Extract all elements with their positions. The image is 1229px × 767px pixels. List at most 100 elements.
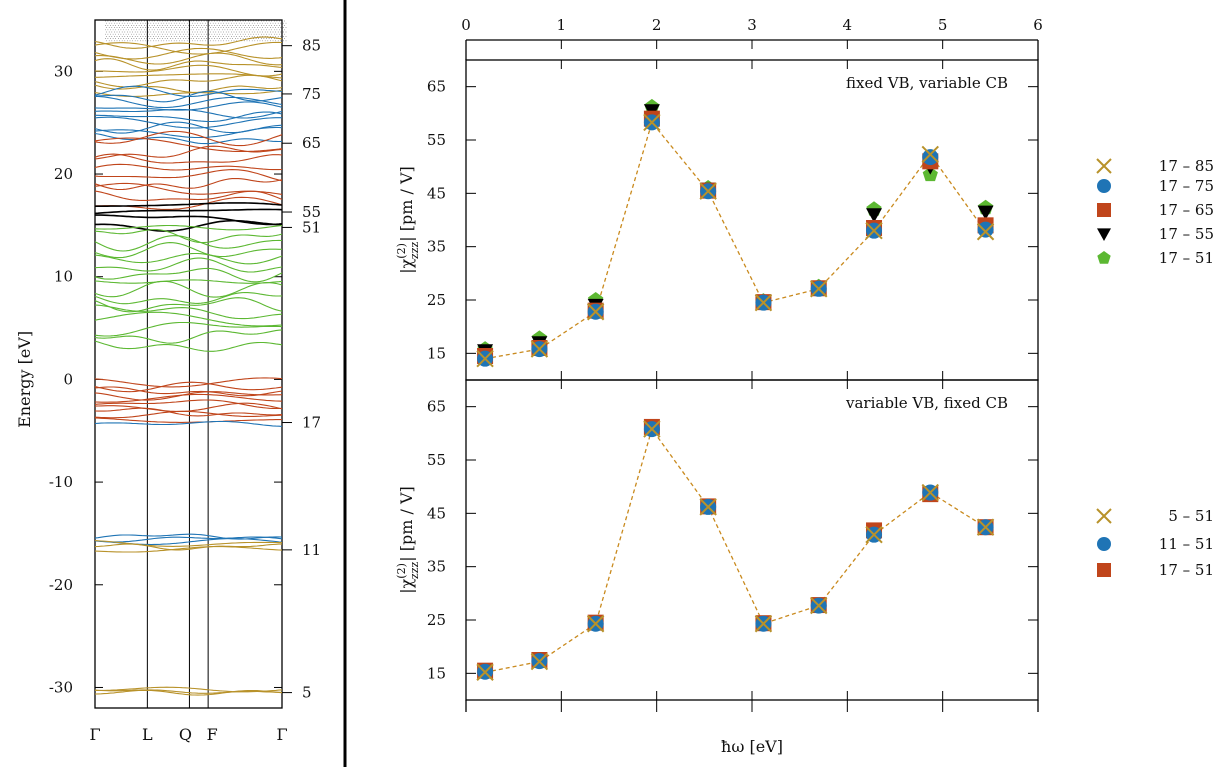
band-line bbox=[94, 190, 283, 201]
data-point bbox=[530, 652, 549, 671]
data-point bbox=[976, 518, 995, 536]
plot-frame bbox=[465, 59, 1039, 381]
x-tick-label-top: 4 bbox=[843, 16, 853, 34]
legend-marker bbox=[1097, 228, 1111, 241]
band-line bbox=[94, 536, 283, 543]
data-point bbox=[699, 498, 717, 516]
kpoint-label: Γ bbox=[89, 725, 100, 744]
band-line bbox=[94, 279, 283, 284]
band-line bbox=[94, 252, 283, 265]
band-line bbox=[94, 58, 283, 71]
legend-marker bbox=[1097, 563, 1111, 577]
data-point bbox=[866, 208, 883, 223]
panel-annotation: fixed VB, variable CB bbox=[846, 74, 1008, 92]
kpoint-label: F bbox=[207, 725, 218, 744]
band-line bbox=[94, 391, 283, 401]
y-tick-label: 55 bbox=[427, 451, 446, 469]
y-tick-label: -10 bbox=[49, 473, 73, 491]
band-line bbox=[94, 242, 282, 259]
top-scatter-panel: 15 25 35 45 55 65 |χ(2)zzz| [pm / V] fixed VB, … bbox=[395, 59, 1039, 381]
legend-marker bbox=[1096, 158, 1112, 174]
data-point bbox=[921, 483, 939, 502]
band-index-label: 75 bbox=[302, 85, 321, 103]
band-line bbox=[94, 235, 283, 252]
y-tick-label: 45 bbox=[427, 504, 446, 522]
y-tick-label: 15 bbox=[427, 344, 446, 362]
y-tick-label: 35 bbox=[427, 238, 446, 256]
band-line bbox=[94, 540, 282, 547]
band-line bbox=[94, 304, 283, 320]
band-line bbox=[95, 219, 283, 232]
band-line bbox=[94, 407, 283, 417]
band-index-label: 5 bbox=[302, 684, 312, 702]
band-line bbox=[94, 41, 283, 55]
band-line bbox=[94, 377, 283, 388]
legend-marker bbox=[1097, 179, 1111, 193]
y-tick-label: 15 bbox=[427, 664, 446, 682]
shared-axes: 0 1 2 3 4 5 6 ħω [eV] bbox=[461, 16, 1043, 756]
legend-label: 17 – 51 bbox=[1159, 249, 1214, 267]
y-tick-label: 65 bbox=[427, 398, 446, 416]
band-line bbox=[95, 214, 283, 226]
data-point bbox=[865, 221, 883, 240]
band-line bbox=[95, 111, 283, 123]
legend-label: 11 – 51 bbox=[1159, 535, 1214, 553]
data-point bbox=[586, 615, 605, 633]
band-line bbox=[94, 546, 283, 553]
band-line bbox=[94, 393, 283, 403]
band-index-label: 17 bbox=[302, 414, 321, 432]
x-tick-label-top: 1 bbox=[557, 16, 567, 34]
y-tick-label: 10 bbox=[54, 268, 73, 286]
band-line bbox=[94, 84, 283, 93]
band-index-label: 65 bbox=[302, 134, 321, 152]
legend-marker bbox=[1096, 508, 1112, 524]
y-tick-label: 0 bbox=[63, 370, 73, 388]
legend-label: 5 – 51 bbox=[1168, 507, 1214, 525]
data-point bbox=[810, 280, 828, 298]
band-line bbox=[95, 686, 283, 693]
band-line bbox=[94, 36, 283, 49]
band-line bbox=[94, 410, 283, 419]
band-line bbox=[94, 321, 283, 337]
y-axis-title: |χ(2)zzz| [pm / V] bbox=[395, 486, 421, 594]
y-tick-label: 20 bbox=[54, 165, 73, 183]
band-index-label: 11 bbox=[302, 541, 321, 559]
data-point bbox=[530, 340, 549, 358]
legend-label: 17 – 85 bbox=[1159, 157, 1214, 175]
band-y-axis-title: Energy [eV] bbox=[15, 331, 34, 428]
kpoint-label: L bbox=[142, 725, 153, 744]
bottom-scatter-panel: 15 25 35 45 55 65 |χ(2)zzz| [pm / V] variable V… bbox=[395, 379, 1039, 701]
data-point bbox=[977, 221, 994, 238]
band-line bbox=[94, 224, 283, 231]
band-line bbox=[94, 689, 283, 696]
panel-annotation: variable VB, fixed CB bbox=[845, 394, 1008, 412]
kpoint-label: Γ bbox=[276, 725, 287, 744]
band-line bbox=[94, 182, 283, 195]
band-line bbox=[94, 74, 283, 88]
band-line bbox=[94, 381, 283, 393]
band-line bbox=[94, 145, 283, 160]
band-line bbox=[94, 386, 283, 397]
band-line bbox=[94, 280, 283, 298]
band-frame bbox=[94, 19, 283, 709]
band-line bbox=[94, 153, 283, 164]
band-line bbox=[94, 47, 283, 60]
band-line bbox=[95, 90, 283, 103]
legend-marker bbox=[1097, 251, 1111, 264]
band-line bbox=[94, 121, 283, 134]
band-line bbox=[94, 101, 283, 111]
band-line bbox=[94, 402, 283, 412]
band-line bbox=[94, 208, 283, 215]
band-line bbox=[94, 420, 283, 427]
band-line bbox=[95, 64, 283, 77]
x-axis-title: ħω [eV] bbox=[721, 737, 783, 756]
y-tick-label: 25 bbox=[427, 611, 446, 629]
data-point bbox=[810, 596, 828, 615]
band-line bbox=[94, 329, 283, 344]
y-axis-title: |χ(2)zzz| [pm / V] bbox=[395, 166, 421, 274]
band-line bbox=[94, 311, 283, 327]
legend-label: 17 – 55 bbox=[1159, 225, 1214, 243]
band-line bbox=[94, 291, 283, 305]
legend-label: 17 – 75 bbox=[1159, 177, 1214, 195]
